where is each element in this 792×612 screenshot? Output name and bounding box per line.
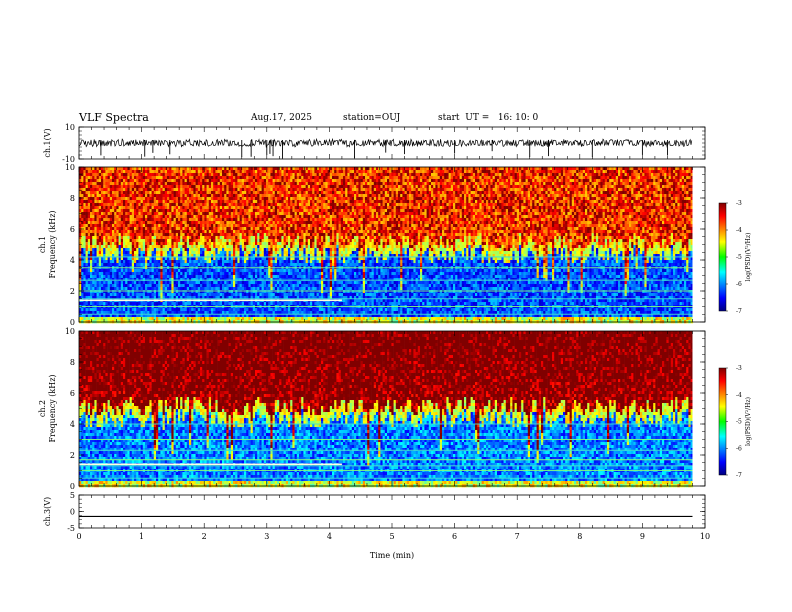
y-tick-label: 10 — [65, 163, 75, 172]
x-tick-label: 1 — [139, 532, 144, 541]
y-tick-label: 4 — [70, 420, 75, 429]
y-axis-label: Frequency (kHz) — [48, 374, 57, 442]
y-axis-label: Frequency (kHz) — [48, 210, 57, 278]
ch2-colorbar-label: log(PSD)(V²/Hz) — [745, 397, 752, 446]
y-tick-label: 8 — [70, 358, 75, 367]
y-axis-label: ch.1(V) — [43, 128, 52, 157]
ch2-colorbar — [719, 368, 726, 475]
y-tick-label: 6 — [70, 389, 75, 398]
x-tick-label: 5 — [389, 532, 394, 541]
y-tick-label: 4 — [70, 256, 75, 265]
ch1-spectrogram — [79, 167, 705, 323]
colorbar-tick-label: -7 — [736, 308, 742, 315]
y-tick-label: 5 — [70, 491, 75, 500]
colorbar-tick-label: -6 — [736, 445, 742, 452]
y-axis-label: ch.1 — [38, 236, 47, 253]
y-axis-label: ch.3(V) — [43, 497, 52, 526]
x-tick-label: 10 — [700, 532, 710, 541]
colorbar-tick-label: -4 — [736, 227, 742, 234]
colorbar-tick-label: -3 — [736, 200, 742, 207]
y-tick-label: 10 — [65, 123, 75, 132]
y-axis-label: ch.2 — [38, 400, 47, 417]
x-tick-label: 2 — [202, 532, 207, 541]
colorbar-tick-label: -7 — [736, 472, 742, 479]
x-tick-label: 8 — [577, 532, 582, 541]
colorbar-tick-label: -3 — [736, 365, 742, 372]
ch2-spectrogram — [79, 331, 705, 487]
y-tick-label: 0 — [70, 482, 75, 491]
x-tick-label: 7 — [515, 532, 520, 541]
colorbar-tick-label: -5 — [736, 254, 742, 261]
y-tick-label: 10 — [65, 327, 75, 336]
x-tick-label: 4 — [327, 532, 332, 541]
ch1-colorbar — [719, 203, 726, 311]
x-axis-label: Time (min) — [370, 551, 414, 560]
x-tick-label: 3 — [264, 532, 269, 541]
colorbar-tick-label: -4 — [736, 392, 742, 399]
y-tick-label: 0 — [70, 318, 75, 327]
colorbar-tick-label: -6 — [736, 281, 742, 288]
y-tick-label: 6 — [70, 225, 75, 234]
y-tick-label: 2 — [70, 451, 75, 460]
x-tick-label: 6 — [452, 532, 457, 541]
y-tick-label: -5 — [67, 524, 75, 533]
colorbar-tick-label: -5 — [736, 419, 742, 426]
x-tick-label: 0 — [76, 532, 81, 541]
y-tick-label: 2 — [70, 287, 75, 296]
y-tick-label: 8 — [70, 194, 75, 203]
ch1-colorbar-label: log(PSD)(V²/Hz) — [745, 233, 752, 282]
y-tick-label: 0 — [70, 508, 75, 517]
x-tick-label: 9 — [640, 532, 645, 541]
